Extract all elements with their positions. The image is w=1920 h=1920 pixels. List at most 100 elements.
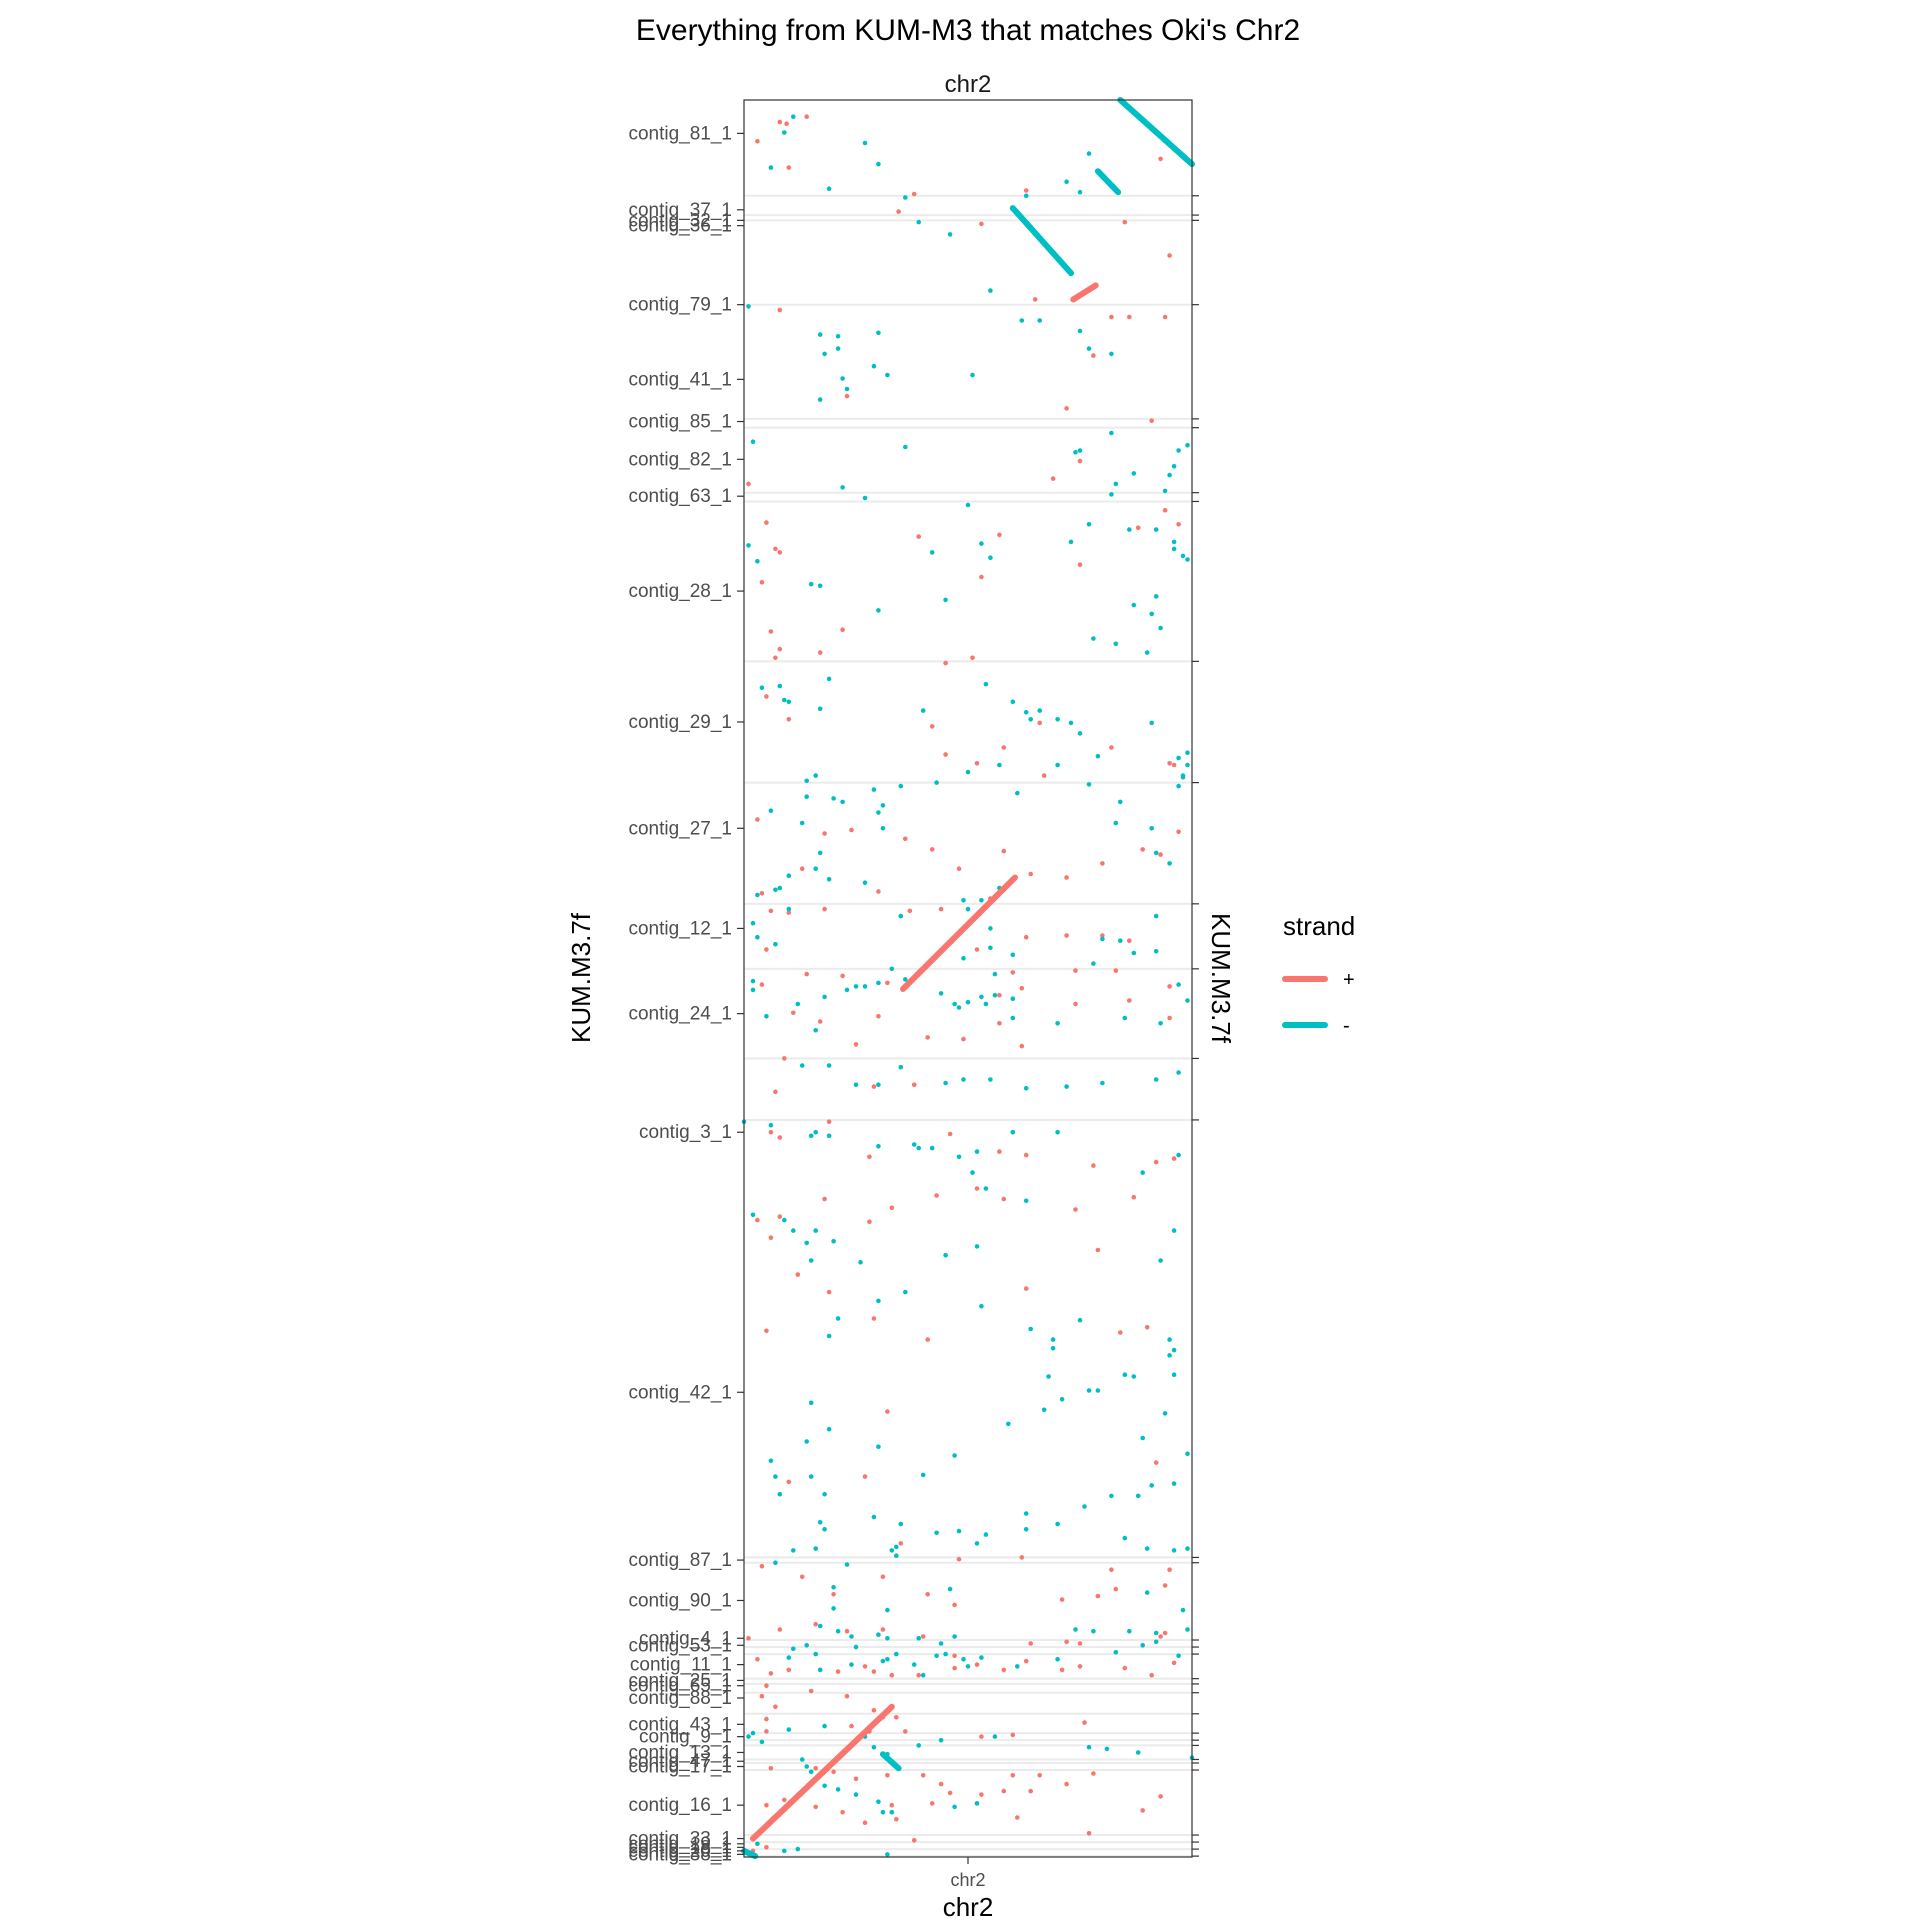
y-tick-label: contig_33_1 [628, 1829, 732, 1850]
data-point [1176, 982, 1181, 987]
data-point [840, 376, 845, 381]
data-point [1064, 1084, 1069, 1089]
data-point [799, 1757, 805, 1762]
data-point [979, 574, 984, 580]
data-point [1185, 998, 1190, 1003]
data-point [1109, 1493, 1114, 1499]
data-point [979, 1792, 984, 1797]
data-point [791, 1646, 796, 1652]
data-point [773, 1089, 778, 1095]
data-point [974, 1244, 980, 1249]
data-point [911, 1082, 917, 1088]
data-point [876, 980, 881, 986]
data-point [1104, 1746, 1110, 1752]
data-point [979, 1303, 984, 1309]
data-point [1023, 1511, 1029, 1516]
data-point [974, 1186, 980, 1191]
data-point [804, 1643, 809, 1648]
data-point [777, 885, 783, 891]
data-point [777, 119, 783, 125]
data-point [876, 1144, 881, 1149]
data-point [1185, 557, 1190, 562]
alignment-segment [750, 1703, 895, 1842]
data-point [1171, 539, 1177, 545]
data-point [1100, 861, 1105, 866]
data-point [826, 1133, 832, 1139]
data-point [1095, 1593, 1101, 1599]
data-point [1015, 1815, 1020, 1820]
data-point [1118, 1330, 1123, 1335]
x-axis-title: chr2 [943, 1892, 994, 1920]
data-point [746, 304, 751, 309]
data-point [943, 1651, 948, 1657]
data-point [782, 1217, 787, 1223]
alignment-segment [1009, 205, 1074, 277]
data-point [961, 1077, 966, 1082]
data-point [768, 1766, 774, 1771]
data-point [1086, 782, 1092, 787]
data-point [773, 546, 778, 552]
data-point [835, 1787, 841, 1792]
data-point [1091, 353, 1096, 358]
data-point [952, 1653, 957, 1659]
data-point [808, 1258, 814, 1263]
data-point [952, 1634, 957, 1639]
data-point [1167, 984, 1172, 989]
data-point [920, 1773, 926, 1778]
data-point [1158, 156, 1163, 162]
data-point [759, 1563, 765, 1569]
data-point [1162, 1630, 1168, 1636]
data-point [974, 1541, 980, 1546]
data-point [1010, 1015, 1016, 1021]
data-point [894, 1651, 899, 1657]
data-point [831, 1238, 836, 1244]
data-point [997, 762, 1002, 768]
data-point [898, 913, 904, 919]
data-point [992, 971, 998, 977]
data-point [1176, 1653, 1181, 1659]
data-point [1162, 1411, 1168, 1416]
data-point [920, 708, 926, 713]
data-point [1037, 1773, 1042, 1778]
data-point [1015, 790, 1020, 796]
data-point [813, 1651, 818, 1657]
data-point [1176, 755, 1181, 761]
data-point [777, 307, 783, 313]
data-point [894, 1544, 899, 1550]
data-point [885, 1657, 890, 1662]
data-point [943, 752, 948, 757]
data-point [1162, 314, 1168, 320]
y-tick-label: contig_27_1 [628, 818, 732, 839]
data-point [786, 873, 792, 878]
data-point [934, 1193, 939, 1198]
y-tick-label: contig_36_1 [628, 216, 732, 237]
data-point [1144, 650, 1150, 655]
data-point [1171, 1372, 1177, 1377]
data-point [791, 1228, 796, 1233]
data-point [961, 1036, 966, 1042]
y-tick-label: contig_17_1 [628, 1757, 732, 1778]
y-tick-label: contig_32_1 [628, 210, 732, 231]
data-point [755, 1217, 760, 1223]
data-point [1131, 602, 1137, 608]
data-point [965, 906, 971, 912]
data-point [1158, 625, 1163, 631]
data-point [840, 1809, 845, 1815]
data-point [1077, 328, 1083, 334]
data-point [943, 1080, 948, 1086]
data-point [885, 1636, 890, 1641]
data-point [925, 1592, 930, 1597]
data-point [782, 1056, 787, 1061]
data-point [903, 836, 908, 842]
data-point [1041, 773, 1047, 778]
data-point [764, 1014, 769, 1019]
data-point [871, 1708, 877, 1713]
data-point [1171, 1228, 1177, 1233]
data-point [817, 1019, 823, 1024]
data-point [1122, 219, 1128, 225]
data-point [1118, 799, 1123, 805]
data-point [929, 1801, 935, 1806]
data-point [1109, 314, 1114, 320]
data-point [1006, 1421, 1011, 1427]
